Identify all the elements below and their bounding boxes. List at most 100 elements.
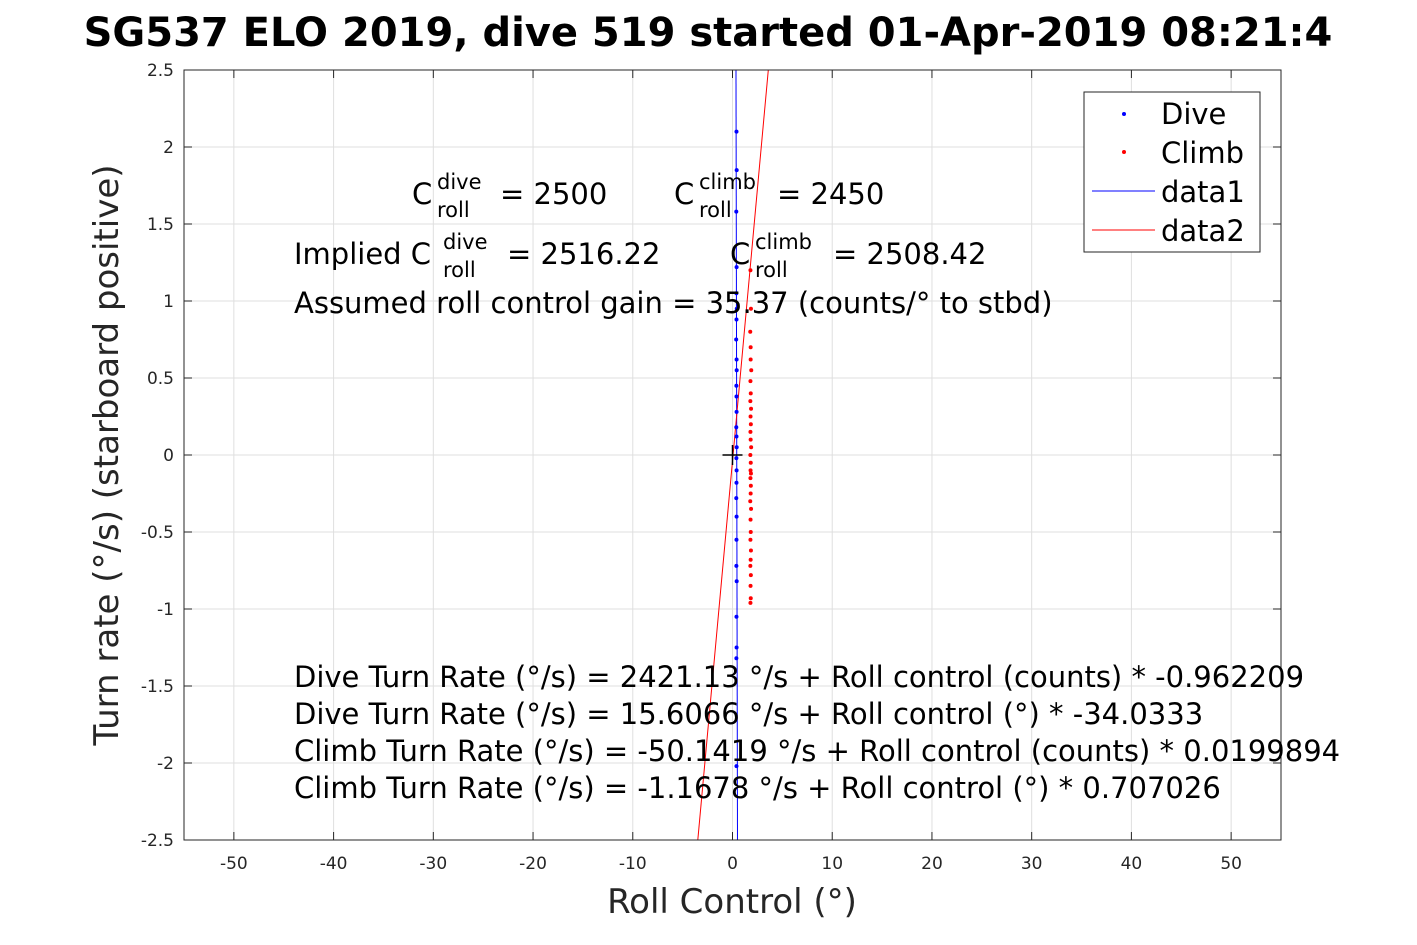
c-roll-climb-base: C <box>674 177 694 211</box>
fit-line-dive-counts: Dive Turn Rate (°/s) = 2421.13 °/s + Rol… <box>294 660 1304 694</box>
legend-dive-marker <box>1122 112 1126 116</box>
c-roll-dive-sub: roll <box>437 198 470 222</box>
dive-point <box>734 383 739 388</box>
dive-point <box>734 579 739 584</box>
x-tick-label: 40 <box>1121 854 1143 874</box>
dive-point <box>734 425 739 430</box>
y-tick-label: 1 <box>163 292 174 312</box>
fit-annotations: Dive Turn Rate (°/s) = 2421.13 °/s + Rol… <box>294 660 1340 805</box>
dive-point <box>734 563 739 568</box>
legend-climb-marker <box>1122 150 1126 154</box>
climb-point <box>748 460 753 465</box>
climb-point <box>748 414 753 419</box>
climb-point <box>748 537 753 542</box>
implied-dive-sub: roll <box>443 258 476 282</box>
climb-point <box>748 517 753 522</box>
implied-climb-sub: roll <box>755 258 788 282</box>
fit-line-dive-degrees: Dive Turn Rate (°/s) = 15.6066 °/s + Rol… <box>294 697 1203 731</box>
climb-point <box>748 499 753 504</box>
climb-point <box>748 357 753 362</box>
y-tick-label: -0.5 <box>141 523 174 543</box>
climb-point <box>749 406 754 411</box>
dive-point <box>734 129 739 134</box>
dive-point <box>734 445 739 450</box>
climb-point <box>748 429 753 434</box>
legend-climb-label: Climb <box>1161 136 1244 170</box>
dive-point <box>734 764 739 769</box>
climb-point <box>748 476 753 481</box>
x-tick-label: -50 <box>220 854 248 874</box>
c-roll-climb-sub: roll <box>699 198 732 222</box>
x-tick-label: -20 <box>519 854 547 874</box>
climb-point <box>748 557 753 562</box>
dive-point <box>734 357 739 362</box>
climb-point <box>748 483 753 488</box>
climb-point <box>748 345 753 350</box>
y-tick-label: -1 <box>157 600 174 620</box>
series-group <box>697 70 769 840</box>
climb-point <box>748 468 753 473</box>
implied-prefix: Implied C <box>294 237 431 271</box>
dive-point <box>734 409 739 414</box>
dive-point <box>734 537 739 542</box>
series-layer <box>697 70 769 840</box>
gain-annotation: Assumed roll control gain = 35.37 (count… <box>294 286 1053 320</box>
implied-climb-sup: climb <box>755 230 812 254</box>
y-tick-label: 2.5 <box>147 61 174 81</box>
climb-point <box>748 548 753 553</box>
climb-point <box>748 422 753 427</box>
dive-point <box>734 645 739 650</box>
x-tick-label: 20 <box>921 854 943 874</box>
c-roll-annotation: C dive roll = 2500 C climb roll = 2450 <box>412 170 884 222</box>
y-tick-label: -2 <box>157 754 174 774</box>
c-roll-climb-value: = 2450 <box>777 177 884 211</box>
chart-title: SG537 ELO 2019, dive 519 started 01-Apr-… <box>84 10 1333 56</box>
x-tick-label: 10 <box>821 854 843 874</box>
c-roll-dive-base: C <box>412 177 432 211</box>
climb-point <box>748 437 753 442</box>
dive-point <box>734 306 739 311</box>
x-axis-label: Roll Control (°) <box>607 882 857 922</box>
x-tick-label: -40 <box>320 854 348 874</box>
legend-box <box>1083 91 1261 253</box>
y-tick-label: 0 <box>163 446 174 466</box>
dive-point <box>734 209 739 214</box>
dive-point <box>734 291 739 296</box>
dive-point <box>734 496 739 501</box>
dive-point <box>734 265 739 270</box>
climb-point <box>748 268 753 273</box>
y-tick-label: 0.5 <box>147 369 174 389</box>
climb-point <box>748 573 753 578</box>
implied-climb-value: = 2508.42 <box>833 237 986 271</box>
c-roll-dive-value: = 2500 <box>500 177 607 211</box>
climb-point <box>749 506 754 511</box>
x-tick-label: 0 <box>727 854 738 874</box>
climb-point <box>749 368 754 373</box>
dive-point <box>734 394 739 399</box>
dive-point <box>734 456 739 461</box>
c-roll-dive-sup: dive <box>437 170 482 194</box>
dive-point <box>734 368 739 373</box>
y-tick-label: 1.5 <box>147 215 174 235</box>
climb-point <box>748 399 753 404</box>
implied-climb-base: C <box>730 237 750 271</box>
x-tick-label: -30 <box>419 854 447 874</box>
climb-point <box>748 471 753 476</box>
climb-point <box>748 329 753 334</box>
dive-point <box>734 317 739 322</box>
climb-point <box>748 596 753 601</box>
y-tick-label: 2 <box>163 138 174 158</box>
climb-point <box>748 563 753 568</box>
x-tick-label: 50 <box>1220 854 1242 874</box>
y-tick-label: -1.5 <box>141 677 174 697</box>
climb-point <box>748 379 753 384</box>
dive-point <box>734 656 739 661</box>
x-tick-label: 30 <box>1021 854 1043 874</box>
climb-point <box>748 600 753 605</box>
climb-point <box>748 583 753 588</box>
implied-dive-value: = 2516.22 <box>507 237 660 271</box>
climb-point <box>748 530 753 534</box>
tick-labels: -50 -40 -30 -20 -10 0 10 20 30 40 50-2.5-2-1.5-1-0… <box>141 61 1242 874</box>
x-tick-label: -10 <box>619 854 647 874</box>
